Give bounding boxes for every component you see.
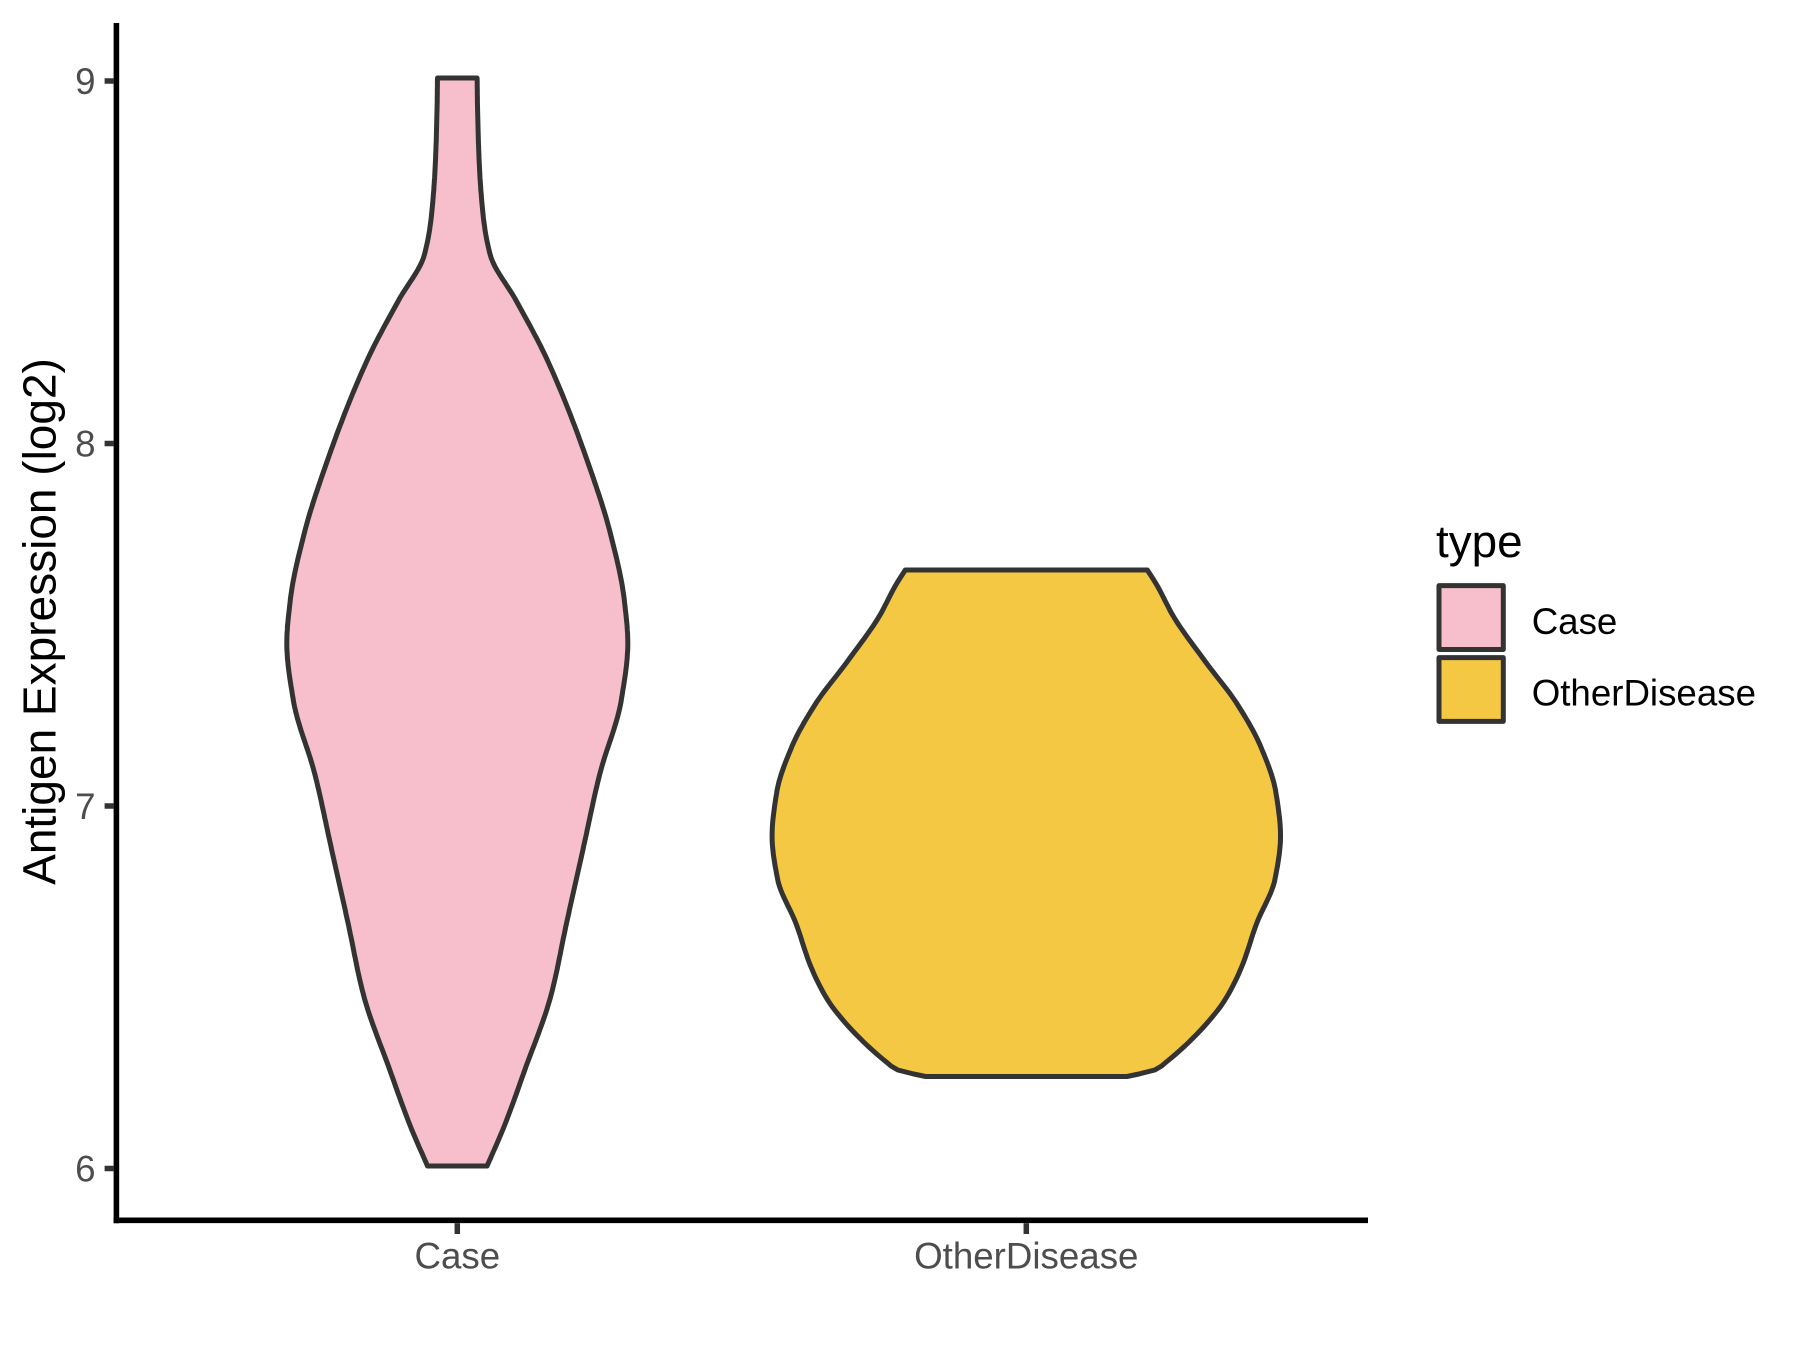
svg-text:Case: Case (414, 1235, 500, 1276)
svg-text:OtherDisease: OtherDisease (1532, 673, 1756, 714)
svg-text:8: 8 (75, 424, 95, 465)
svg-text:OtherDisease: OtherDisease (914, 1235, 1138, 1276)
svg-text:6: 6 (75, 1149, 95, 1190)
svg-text:7: 7 (75, 786, 95, 827)
svg-text:Antigen Expression (log2): Antigen Expression (log2) (14, 358, 66, 885)
svg-text:9: 9 (75, 61, 95, 102)
svg-text:Case: Case (1532, 601, 1618, 642)
svg-text:type: type (1436, 516, 1523, 567)
